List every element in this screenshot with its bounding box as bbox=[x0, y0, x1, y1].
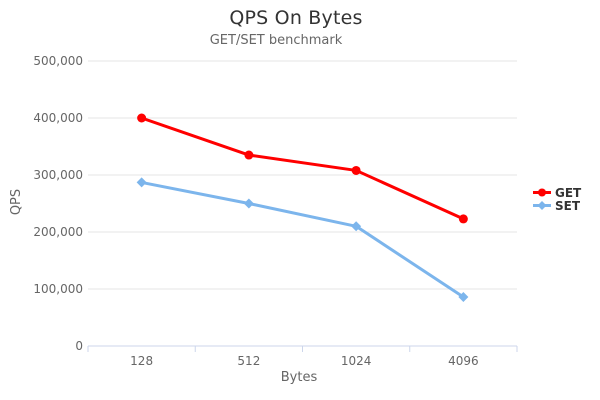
set-series-line bbox=[140, 180, 465, 299]
x-axis-title: Bytes bbox=[280, 370, 318, 385]
point-set-1024[interactable] bbox=[351, 221, 362, 232]
get-series-line bbox=[140, 116, 465, 221]
point-set-4096[interactable] bbox=[458, 291, 469, 302]
get-legend-marker-icon bbox=[533, 188, 551, 197]
legend-label: SET bbox=[555, 198, 581, 213]
x-tick-label: 4096 bbox=[448, 354, 479, 368]
y-tick-label: 300,000 bbox=[33, 168, 83, 182]
legend: GET SET bbox=[533, 185, 582, 213]
x-tick-label: 1024 bbox=[340, 354, 372, 368]
chart-subtitle: GET/SET benchmark bbox=[209, 33, 343, 48]
y-tick-label: 0 bbox=[75, 339, 83, 353]
y-tick-label: 200,000 bbox=[33, 225, 83, 239]
legend-label: GET bbox=[555, 185, 582, 200]
point-set-128[interactable] bbox=[136, 177, 147, 188]
set-legend-marker-icon bbox=[533, 201, 551, 210]
point-get-128[interactable] bbox=[137, 113, 147, 123]
y-tick-label: 100,000 bbox=[33, 282, 83, 296]
legend-item-get[interactable]: GET bbox=[533, 185, 582, 200]
y-tick-label: 500,000 bbox=[33, 54, 83, 68]
chart-title: QPS On Bytes bbox=[229, 7, 363, 29]
point-set-512[interactable] bbox=[243, 198, 254, 209]
legend-item-set[interactable]: SET bbox=[533, 198, 581, 213]
y-tick-label: 400,000 bbox=[33, 111, 83, 125]
point-get-4096[interactable] bbox=[458, 214, 468, 224]
x-tick-label: 512 bbox=[237, 354, 261, 368]
point-get-512[interactable] bbox=[244, 150, 254, 160]
x-tick-label: 128 bbox=[130, 354, 154, 368]
point-get-1024[interactable] bbox=[351, 165, 361, 175]
